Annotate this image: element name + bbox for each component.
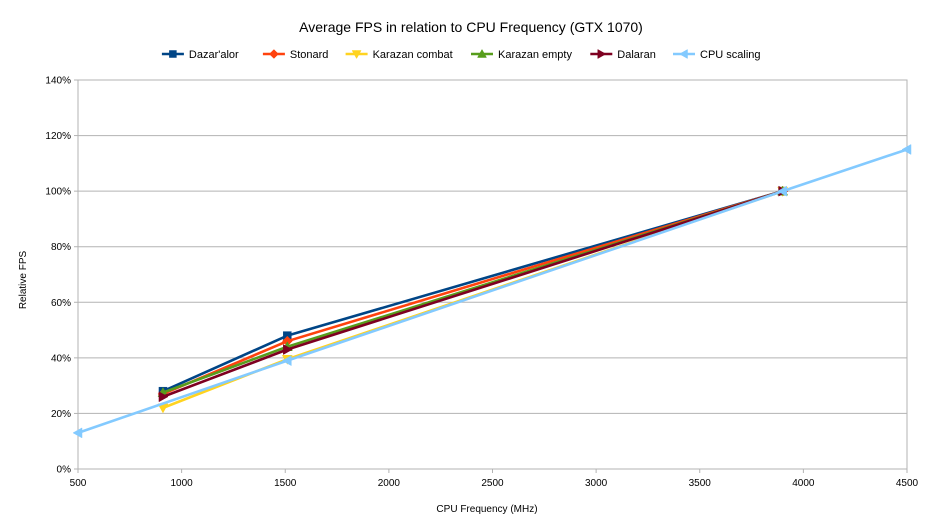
legend-item: Karazan empty <box>471 48 572 61</box>
y-tick-label: 60% <box>51 298 71 309</box>
legend-label: CPU scaling <box>700 49 761 61</box>
legend: Dazar'alor Stonard Karazan combat Karazan e… <box>161 48 761 61</box>
series-group <box>72 144 912 439</box>
x-tick-label: 1500 <box>274 478 297 489</box>
y-axis-label: Relative FPS <box>18 250 29 309</box>
y-tick-label: 120% <box>45 131 71 142</box>
x-tick-label: 500 <box>70 478 87 489</box>
x-tick-label: 4500 <box>896 478 919 489</box>
legend-marker <box>351 50 362 60</box>
legend-label: Stonard <box>290 49 329 61</box>
legend-label: Karazan combat <box>373 49 453 61</box>
chart-title: Average FPS in relation to CPU Frequency… <box>299 19 643 35</box>
legend-label: Dalaran <box>617 49 656 61</box>
series-4 <box>158 185 789 403</box>
y-tick-label: 80% <box>51 242 71 253</box>
axes <box>74 79 908 473</box>
x-tick-label: 4000 <box>792 478 815 489</box>
legend-item: CPU scaling <box>673 49 761 61</box>
x-tick-label: 3000 <box>585 478 608 489</box>
data-point <box>158 391 169 403</box>
data-point <box>777 185 787 197</box>
data-point <box>283 344 293 355</box>
x-tick-label: 3500 <box>689 478 712 489</box>
series-5 <box>72 144 912 439</box>
legend-marker <box>678 49 688 59</box>
legend-item: Karazan combat <box>345 49 453 61</box>
x-tick-label: 1000 <box>171 478 194 489</box>
legend-marker <box>269 49 279 59</box>
legend-item: Stonard <box>262 49 329 61</box>
legend-label: Karazan empty <box>498 49 572 61</box>
y-tick-label: 100% <box>45 187 71 198</box>
legend-item: Dalaran <box>590 49 656 61</box>
y-tick-label: 40% <box>51 353 71 364</box>
data-point <box>281 355 292 367</box>
data-point <box>72 427 83 439</box>
legend-marker <box>477 48 487 58</box>
y-tick-label: 0% <box>57 465 72 476</box>
series-line <box>77 148 908 435</box>
legend-item: Dazar'alor <box>161 49 239 61</box>
legend-label: Dazar'alor <box>189 49 239 61</box>
x-tick-label: 2500 <box>481 478 504 489</box>
tick-labels: 0% 20% 40% 60% 80% 100% 120% 140% 500 1000 1500 200… <box>45 76 918 490</box>
x-tick-label: 2000 <box>378 478 401 489</box>
legend-marker <box>597 49 607 59</box>
data-point <box>901 144 912 155</box>
legend-marker <box>169 50 177 58</box>
x-axis-label: CPU Frequency (MHz) <box>436 504 537 515</box>
y-tick-label: 20% <box>51 409 71 420</box>
y-tick-label: 140% <box>45 76 71 87</box>
